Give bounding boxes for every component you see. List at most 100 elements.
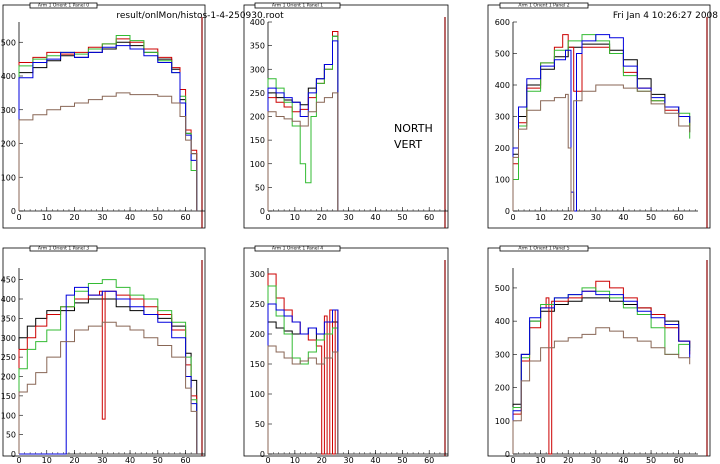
x-tick-label: 60 (674, 456, 684, 464)
pad-frame (487, 4, 711, 229)
histogram-pad: Arm 1 Orient 1 Panel 0 0 10 20 30 40 50 60 0 100 2… (1, 2, 206, 229)
x-tick-label: 60 (180, 456, 190, 464)
series-green (512, 34, 691, 211)
y-tick-label: 100 (1, 411, 16, 420)
annotation-north: NORTH (394, 122, 433, 135)
y-tick-label: 50 (255, 183, 265, 192)
x-tick-label: 0 (265, 456, 270, 464)
pad-frame (243, 4, 449, 229)
x-tick-label: 60 (424, 456, 434, 464)
series-green (18, 279, 198, 454)
x-tick-label: 50 (397, 213, 407, 222)
histogram-pad: Arm 1 Orient 1 Panel 5 0 10 20 30 40 50 60 0 100 2… (487, 245, 711, 464)
y-tick-label: 50 (255, 420, 265, 429)
x-tick-label: 30 (344, 456, 354, 464)
annotation-vert: VERT (394, 138, 422, 151)
series-green (267, 285, 339, 454)
y-tick-label: 350 (1, 314, 16, 323)
series-red (18, 38, 198, 211)
x-tick-label: 40 (125, 213, 135, 222)
series-red (512, 280, 691, 455)
y-tick-label: 500 (495, 284, 510, 293)
x-tick-label: 0 (510, 456, 515, 464)
y-tick-label: 200 (1, 373, 16, 382)
pad-title-box (254, 2, 341, 9)
y-tick-label: 150 (1, 392, 16, 401)
y-tick-label: 600 (495, 18, 510, 27)
y-tick-label: 0 (11, 207, 16, 216)
y-tick-label: 200 (495, 144, 510, 153)
x-tick-label: 50 (153, 456, 163, 464)
x-tick-label: 20 (563, 456, 573, 464)
x-tick-label: 10 (536, 456, 546, 464)
x-tick-label: 10 (42, 213, 52, 222)
y-tick-label: 200 (250, 113, 265, 122)
x-tick-label: 30 (97, 456, 107, 464)
y-tick-label: 0 (260, 207, 265, 216)
series-blue (512, 34, 691, 212)
y-tick-label: 100 (1, 173, 16, 182)
x-tick-label: 10 (42, 456, 52, 464)
pad-title-box (254, 245, 341, 252)
histogram-pad: Arm 1 Orient 1 Panel 4 0 10 20 30 40 50 60 0 50 10… (243, 245, 449, 464)
y-tick-label: 300 (250, 270, 265, 279)
x-tick-label: 50 (646, 456, 656, 464)
x-tick-label: 60 (424, 213, 434, 222)
file-label: result/onlMon/histos-1-4-250930.root (116, 11, 284, 21)
x-tick-label: 20 (317, 213, 327, 222)
y-tick-label: 500 (495, 50, 510, 59)
y-tick-label: 350 (250, 42, 265, 51)
series-black (267, 35, 339, 211)
y-tick-label: 250 (250, 89, 265, 98)
series-brown (267, 345, 339, 454)
series-green (18, 35, 198, 211)
datetime-label: Fri Jan 4 10:26:27 2008 (613, 11, 718, 21)
y-tick-label: 0 (505, 450, 510, 459)
series-brown (18, 92, 198, 211)
pad-title-box (29, 245, 98, 252)
series-brown (512, 327, 691, 454)
pad-title: Arm 1 Orient 1 Panel 0 (38, 3, 89, 9)
series-blue (18, 45, 198, 211)
y-tick-label: 150 (250, 136, 265, 145)
y-tick-label: 400 (250, 18, 265, 27)
y-tick-label: 100 (495, 417, 510, 426)
pad-title-box (29, 2, 98, 9)
y-tick-label: 400 (1, 72, 16, 81)
x-tick-label: 20 (69, 213, 79, 222)
series-blue (19, 286, 198, 455)
pad-title: Arm 1 Orient 1 Panel 5 (518, 246, 569, 252)
x-tick-label: 0 (510, 213, 515, 222)
pad-frame (487, 247, 711, 457)
y-tick-label: 100 (250, 160, 265, 169)
pad-title-box (499, 245, 589, 252)
x-tick-label: 30 (591, 213, 601, 222)
x-tick-label: 60 (674, 213, 684, 222)
series-red (267, 273, 339, 455)
series-brown (512, 84, 691, 212)
x-tick-label: 50 (153, 213, 163, 222)
y-tick-label: 200 (1, 140, 16, 149)
series-green (512, 287, 691, 454)
x-tick-label: 40 (618, 456, 628, 464)
series-blue (512, 290, 691, 454)
y-tick-label: 200 (250, 330, 265, 339)
series-brown (267, 92, 339, 211)
histogram-pad: Arm 1 Orient 1 Panel 20 10 20 30 40 50 6001002… (487, 3, 711, 229)
pad-frame (243, 247, 449, 457)
x-tick-label: 40 (370, 456, 380, 464)
x-tick-label: 30 (344, 213, 354, 222)
series-blue (267, 40, 339, 211)
x-tick-label: 0 (16, 456, 21, 464)
x-tick-label: 50 (646, 213, 656, 222)
pad-title: Arm 1 Orient 1 Panel 2 (518, 3, 569, 9)
y-tick-label: 0 (505, 207, 510, 216)
y-tick-label: 100 (495, 176, 510, 185)
x-tick-label: 20 (317, 456, 327, 464)
series-black (512, 43, 691, 211)
y-tick-label: 250 (1, 353, 16, 362)
pad-frame (2, 247, 206, 457)
pad-title: Arm 1 Orient 1 Panel 1 (272, 3, 323, 9)
histogram-pad: Arm 1 Orient 1 Panel 3 0 10 20 30 40 50 60 0 50 10… (1, 245, 206, 464)
